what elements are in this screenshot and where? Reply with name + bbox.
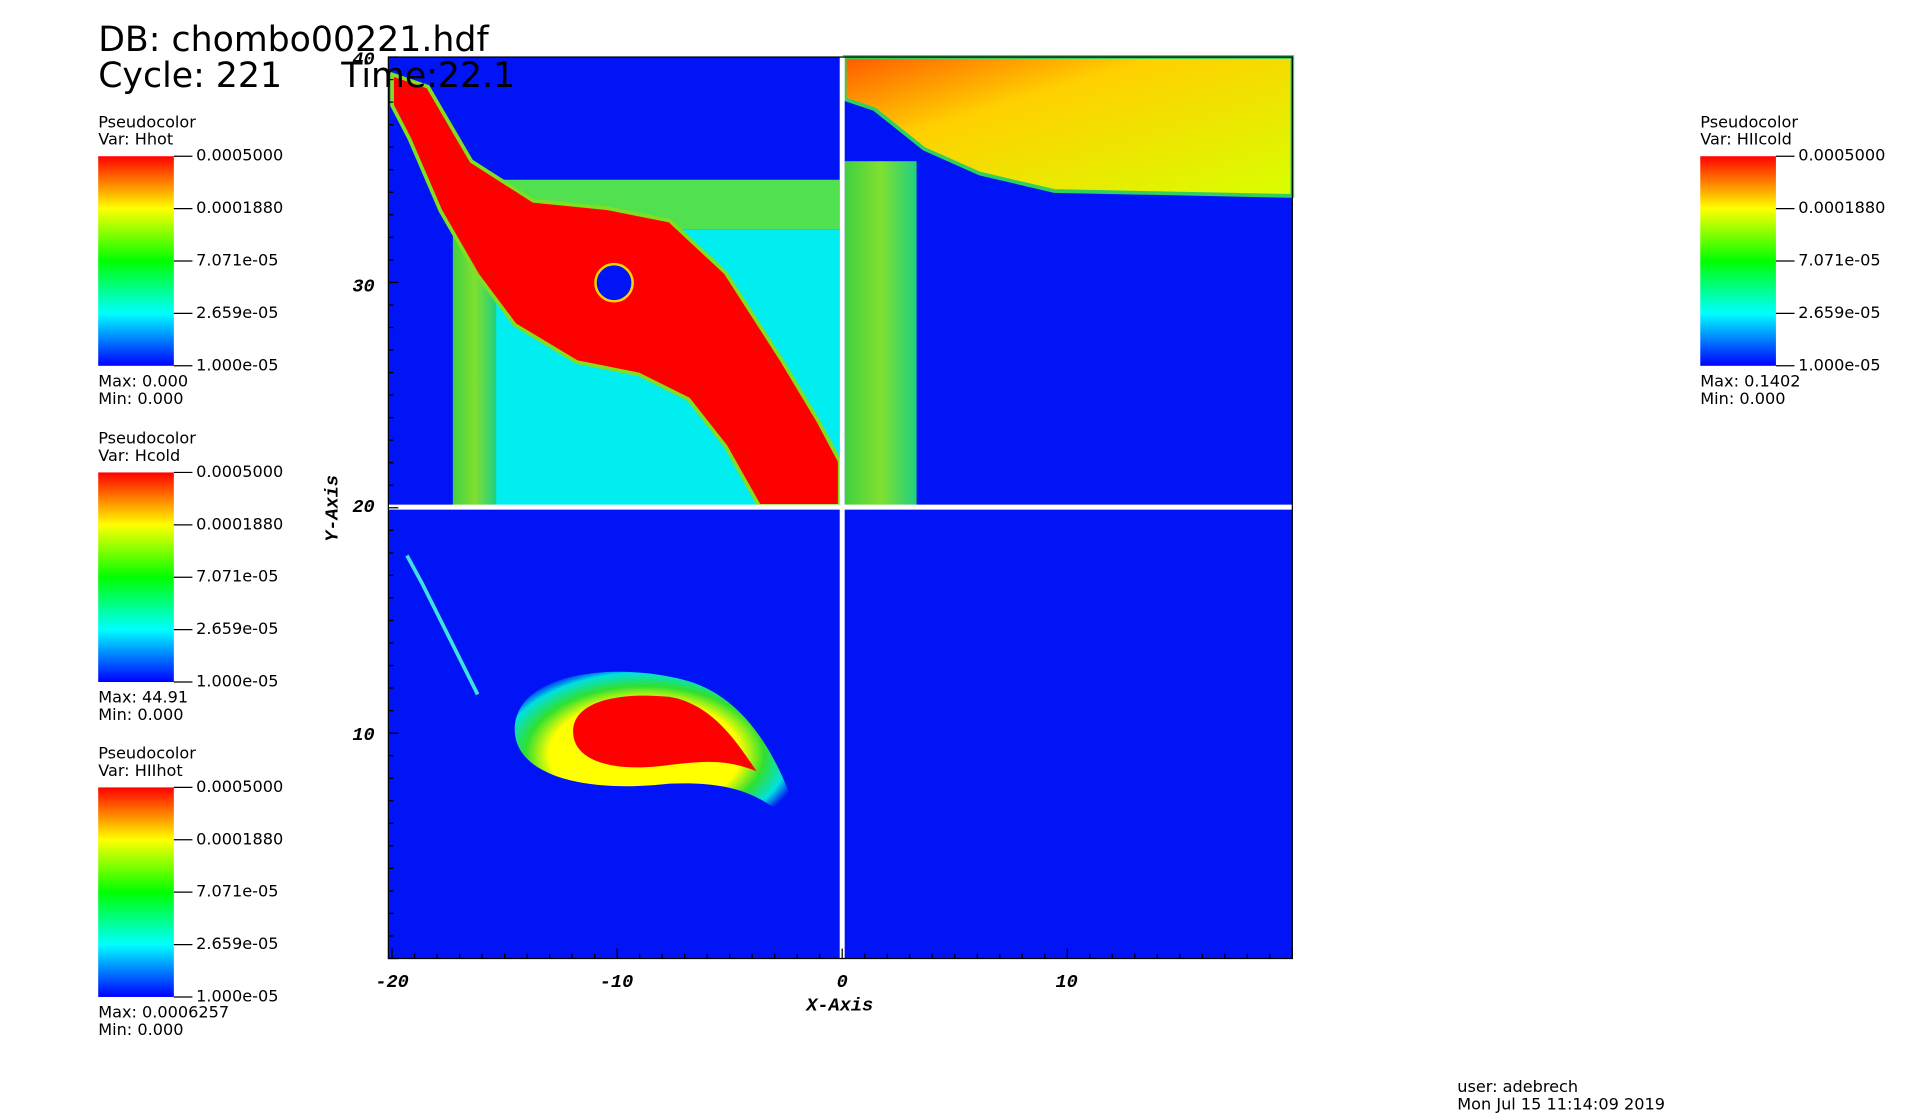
color-bar bbox=[1700, 156, 1776, 366]
green-band bbox=[844, 161, 917, 506]
legend-tick-label: 0.0001880 bbox=[196, 198, 283, 217]
legend-var: Var: Hcold bbox=[98, 446, 180, 465]
legend-tick-label: 0.0001880 bbox=[196, 514, 283, 533]
legend-var: Var: HIIhot bbox=[98, 761, 183, 780]
legend-tick-label: 0.0005000 bbox=[196, 777, 283, 796]
legend-tick-label: 7.071e-05 bbox=[196, 567, 278, 586]
streak bbox=[405, 554, 480, 696]
legend-tick-label: 0.0005000 bbox=[1798, 146, 1885, 165]
legend-tick-label: 2.659e-05 bbox=[196, 934, 278, 953]
y-axis-title: Y-Axis bbox=[322, 475, 343, 542]
color-bar bbox=[98, 787, 174, 997]
legend-title: Pseudocolor bbox=[98, 428, 196, 447]
x-tick-label: -10 bbox=[600, 972, 633, 993]
legend-tick-label: 1.000e-05 bbox=[1798, 355, 1880, 374]
hole bbox=[594, 262, 634, 303]
y-tick-label: 30 bbox=[352, 276, 374, 297]
legend-min: Min: 0.000 bbox=[98, 389, 183, 408]
plot bbox=[387, 55, 1295, 960]
x-axis-title: X-Axis bbox=[805, 996, 873, 1017]
legend-max: Max: 0.0006257 bbox=[98, 1003, 229, 1022]
axis-ticks bbox=[388, 56, 1293, 960]
red-blob bbox=[573, 695, 757, 772]
color-bar bbox=[98, 472, 174, 682]
legend-min: Min: 0.000 bbox=[98, 1020, 183, 1039]
y-tick-label: 20 bbox=[352, 497, 374, 518]
x-tick-label: 0 bbox=[837, 972, 848, 993]
cycle-label: Cycle: 221 bbox=[98, 56, 282, 96]
legend-title: Pseudocolor bbox=[98, 112, 196, 131]
legend-title: Pseudocolor bbox=[1700, 112, 1798, 131]
legend-var: Var: Hhot bbox=[98, 130, 173, 149]
legend-max: Max: 0.1402 bbox=[1700, 371, 1800, 390]
y-tick-label: 40 bbox=[352, 49, 374, 70]
y-tick-label: 10 bbox=[352, 725, 374, 746]
legend-max: Max: 0.000 bbox=[98, 371, 188, 390]
db-label: DB: chombo00221.hdf bbox=[98, 20, 489, 60]
legend-tick-label: 7.071e-05 bbox=[196, 251, 278, 270]
legend-tick-label: 0.0005000 bbox=[196, 462, 283, 481]
user-label: user: adebrech bbox=[1457, 1077, 1578, 1096]
legend-tick-label: 1.000e-05 bbox=[196, 672, 278, 691]
legend-min: Min: 0.000 bbox=[1700, 389, 1785, 408]
legend-max: Max: 44.91 bbox=[98, 688, 188, 707]
legend-tick-label: 2.659e-05 bbox=[196, 303, 278, 322]
legend-tick-label: 0.0005000 bbox=[196, 146, 283, 165]
x-tick-label: 10 bbox=[1055, 972, 1077, 993]
legend-title: Pseudocolor bbox=[98, 743, 196, 762]
legend-tick-label: 1.000e-05 bbox=[196, 355, 278, 374]
time-label: Time:22.1 bbox=[340, 56, 515, 96]
x-tick-label: -20 bbox=[375, 972, 408, 993]
legend-var: Var: HIIcold bbox=[1700, 130, 1792, 149]
legend-min: Min: 0.000 bbox=[98, 705, 183, 724]
color-bar bbox=[98, 156, 174, 366]
legend-tick-label: 2.659e-05 bbox=[196, 619, 278, 638]
legend-tick-label: 7.071e-05 bbox=[196, 882, 278, 901]
legend-tick-label: 0.0001880 bbox=[196, 829, 283, 848]
date-label: Mon Jul 15 11:14:09 2019 bbox=[1457, 1094, 1665, 1113]
legend-tick-label: 2.659e-05 bbox=[1798, 303, 1880, 322]
legend-tick-label: 1.000e-05 bbox=[196, 986, 278, 1005]
legend-tick-label: 0.0001880 bbox=[1798, 198, 1885, 217]
legend-tick-label: 7.071e-05 bbox=[1798, 251, 1880, 270]
